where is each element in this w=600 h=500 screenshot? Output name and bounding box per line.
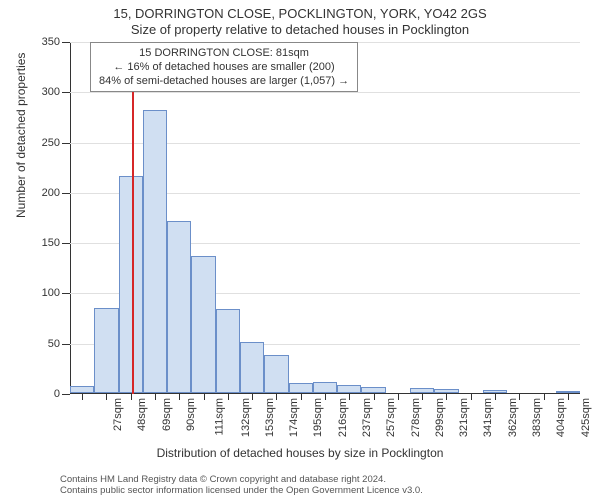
y-tick — [62, 243, 70, 244]
y-tick-label: 100 — [24, 287, 60, 299]
annotation-line-2: ← 16% of detached houses are smaller (20… — [99, 60, 349, 74]
histogram-bar — [483, 390, 507, 393]
x-tick — [131, 394, 132, 400]
x-tick-label: 237sqm — [361, 398, 373, 437]
x-tick-label: 341sqm — [483, 398, 495, 437]
y-tick-label: 200 — [24, 187, 60, 199]
annotation-line-1: 15 DORRINGTON CLOSE: 81sqm — [99, 46, 349, 60]
y-tick — [62, 394, 70, 395]
y-tick-label: 0 — [24, 388, 60, 400]
x-tick — [228, 394, 229, 400]
annotation-line-3: 84% of semi-detached houses are larger (… — [99, 74, 349, 88]
y-tick — [62, 293, 70, 294]
x-tick-label: 90sqm — [185, 398, 197, 431]
x-tick — [301, 394, 302, 400]
histogram-bar — [434, 389, 458, 393]
y-axis-line — [70, 42, 71, 394]
footer-line-2: Contains public sector information licen… — [60, 485, 423, 496]
histogram-bar — [191, 256, 215, 393]
histogram-bar — [556, 391, 580, 393]
histogram-bar — [361, 387, 385, 393]
x-tick — [179, 394, 180, 400]
x-tick — [325, 394, 326, 400]
x-tick — [519, 394, 520, 400]
x-tick — [276, 394, 277, 400]
x-tick-label: 404sqm — [555, 398, 567, 437]
x-tick-label: 425sqm — [580, 398, 592, 437]
y-tick — [62, 193, 70, 194]
y-tick — [62, 143, 70, 144]
x-tick — [422, 394, 423, 400]
footer-attribution: Contains HM Land Registry data © Crown c… — [60, 474, 423, 496]
histogram-bar — [313, 382, 337, 393]
x-tick — [568, 394, 569, 400]
y-tick-label: 350 — [24, 36, 60, 48]
y-tick — [62, 42, 70, 43]
annotation-box: 15 DORRINGTON CLOSE: 81sqm ← 16% of deta… — [90, 42, 358, 92]
histogram-bar — [264, 355, 288, 393]
y-tick-label: 50 — [24, 338, 60, 350]
x-tick — [446, 394, 447, 400]
chart-plot-area — [70, 42, 580, 394]
histogram-bar — [410, 388, 434, 393]
y-tick-label: 250 — [24, 137, 60, 149]
gridline — [70, 92, 580, 93]
histogram-bar — [143, 110, 167, 393]
x-tick — [82, 394, 83, 400]
x-tick-label: 132sqm — [240, 398, 252, 437]
x-tick — [495, 394, 496, 400]
x-tick — [471, 394, 472, 400]
x-tick — [374, 394, 375, 400]
x-tick — [252, 394, 253, 400]
x-tick-label: 195sqm — [313, 398, 325, 437]
histogram-bar — [119, 176, 143, 393]
x-tick-label: 153sqm — [264, 398, 276, 437]
y-tick-label: 150 — [24, 237, 60, 249]
y-tick — [62, 344, 70, 345]
x-tick-label: 111sqm — [214, 398, 226, 436]
x-tick — [398, 394, 399, 400]
x-tick — [544, 394, 545, 400]
histogram-bar — [240, 342, 264, 393]
histogram-bar — [289, 383, 313, 393]
x-tick-label: 321sqm — [458, 398, 470, 437]
x-tick-label: 69sqm — [161, 398, 173, 431]
x-tick — [204, 394, 205, 400]
x-tick-label: 362sqm — [507, 398, 519, 437]
x-tick-label: 48sqm — [136, 398, 148, 431]
histogram-bar — [167, 221, 191, 393]
x-tick-label: 299sqm — [434, 398, 446, 437]
x-tick-label: 278sqm — [410, 398, 422, 437]
y-tick-label: 300 — [24, 86, 60, 98]
x-axis-title: Distribution of detached houses by size … — [0, 446, 600, 460]
x-tick — [155, 394, 156, 400]
y-tick — [62, 92, 70, 93]
histogram-bar — [94, 308, 118, 393]
x-tick-label: 174sqm — [288, 398, 300, 437]
histogram-bar — [216, 309, 240, 393]
x-tick-label: 383sqm — [531, 398, 543, 437]
page-title-subtitle: Size of property relative to detached ho… — [0, 22, 600, 37]
histogram-bar — [70, 386, 94, 393]
footer-line-1: Contains HM Land Registry data © Crown c… — [60, 474, 423, 485]
x-tick — [106, 394, 107, 400]
marker-line — [132, 42, 134, 394]
x-tick — [349, 394, 350, 400]
x-tick-label: 216sqm — [337, 398, 349, 437]
page-title-address: 15, DORRINGTON CLOSE, POCKLINGTON, YORK,… — [0, 6, 600, 21]
histogram-bar — [337, 385, 361, 393]
x-tick-label: 27sqm — [112, 398, 124, 431]
x-tick-label: 257sqm — [385, 398, 397, 437]
